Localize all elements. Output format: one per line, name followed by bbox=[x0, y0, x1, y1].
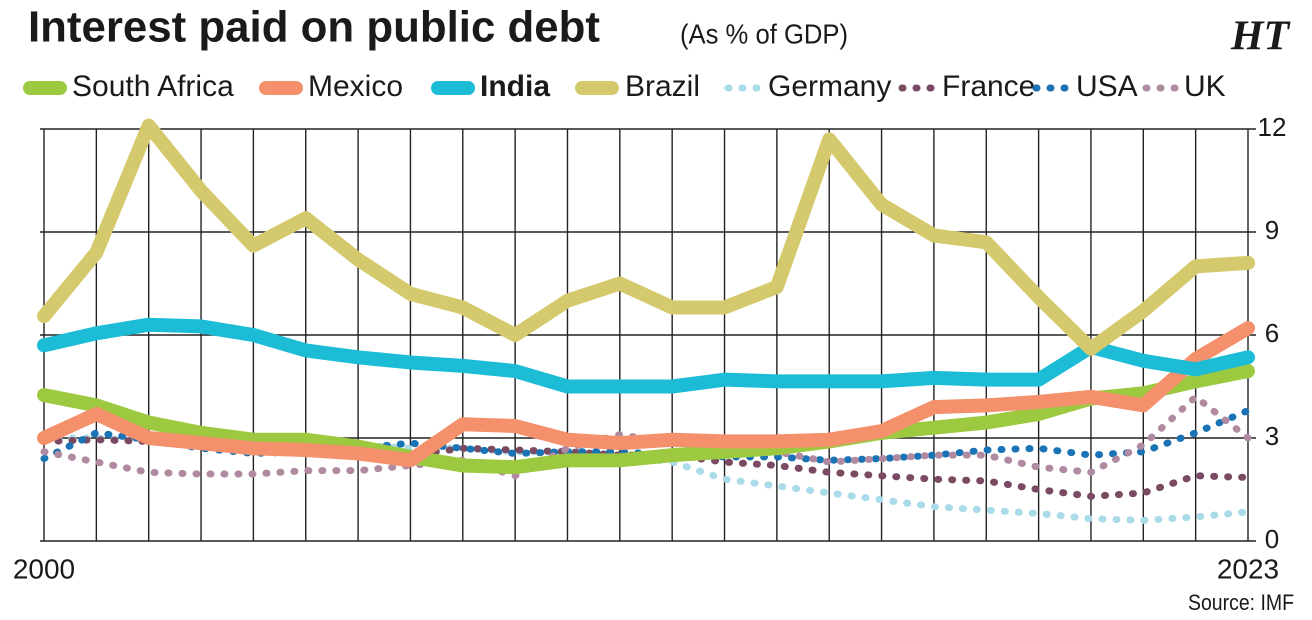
source: Source: IMF bbox=[1188, 590, 1294, 615]
logo: HT bbox=[1230, 14, 1292, 60]
legend-label: France bbox=[942, 70, 1035, 103]
legend-label: India bbox=[480, 70, 550, 103]
chart-title: Interest paid on public debt bbox=[28, 3, 600, 52]
y-tick-label: 0 bbox=[1265, 524, 1279, 554]
legend-label: USA bbox=[1076, 70, 1138, 103]
x-tick-label: 2000 bbox=[13, 553, 75, 584]
y-tick-label: 6 bbox=[1265, 318, 1279, 348]
y-tick-label: 3 bbox=[1265, 421, 1279, 451]
series-line bbox=[37, 364, 1255, 475]
chart-subtitle: (As % of GDP) bbox=[680, 18, 848, 49]
legend-label: South Africa bbox=[72, 70, 234, 103]
series-line bbox=[37, 321, 1255, 468]
legend-label: Mexico bbox=[308, 70, 403, 103]
legend-label: UK bbox=[1184, 70, 1226, 103]
y-tick-label: 9 bbox=[1265, 215, 1279, 245]
legend-label: Brazil bbox=[625, 70, 700, 103]
y-tick-label: 12 bbox=[1258, 112, 1287, 142]
legend-label: Germany bbox=[768, 70, 891, 103]
x-tick-label: 2023 bbox=[1217, 553, 1279, 584]
series-line bbox=[37, 118, 1255, 356]
series-line bbox=[37, 317, 1255, 394]
